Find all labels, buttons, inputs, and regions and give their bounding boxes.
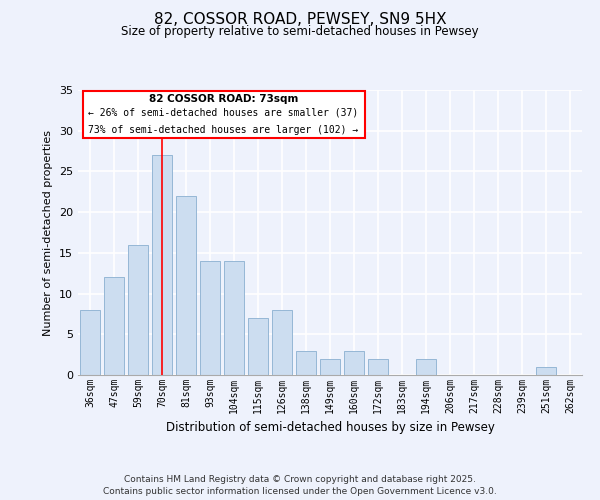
Bar bbox=[152, 155, 172, 375]
Bar bbox=[536, 367, 556, 375]
Bar bbox=[416, 358, 436, 375]
Bar bbox=[248, 318, 268, 375]
Bar bbox=[272, 310, 292, 375]
FancyBboxPatch shape bbox=[83, 92, 365, 138]
Text: ← 26% of semi-detached houses are smaller (37): ← 26% of semi-detached houses are smalle… bbox=[88, 108, 358, 118]
Bar bbox=[368, 358, 388, 375]
Bar bbox=[224, 261, 244, 375]
Bar bbox=[176, 196, 196, 375]
Bar bbox=[80, 310, 100, 375]
Bar bbox=[320, 358, 340, 375]
X-axis label: Distribution of semi-detached houses by size in Pewsey: Distribution of semi-detached houses by … bbox=[166, 422, 494, 434]
Bar bbox=[296, 350, 316, 375]
Text: 82 COSSOR ROAD: 73sqm: 82 COSSOR ROAD: 73sqm bbox=[149, 94, 299, 104]
Text: 82, COSSOR ROAD, PEWSEY, SN9 5HX: 82, COSSOR ROAD, PEWSEY, SN9 5HX bbox=[154, 12, 446, 28]
Text: Size of property relative to semi-detached houses in Pewsey: Size of property relative to semi-detach… bbox=[121, 25, 479, 38]
Bar bbox=[128, 244, 148, 375]
Text: 73% of semi-detached houses are larger (102) →: 73% of semi-detached houses are larger (… bbox=[88, 125, 358, 135]
Bar bbox=[344, 350, 364, 375]
Text: Contains public sector information licensed under the Open Government Licence v3: Contains public sector information licen… bbox=[103, 488, 497, 496]
Bar bbox=[104, 278, 124, 375]
Text: Contains HM Land Registry data © Crown copyright and database right 2025.: Contains HM Land Registry data © Crown c… bbox=[124, 475, 476, 484]
Bar bbox=[200, 261, 220, 375]
Y-axis label: Number of semi-detached properties: Number of semi-detached properties bbox=[43, 130, 53, 336]
